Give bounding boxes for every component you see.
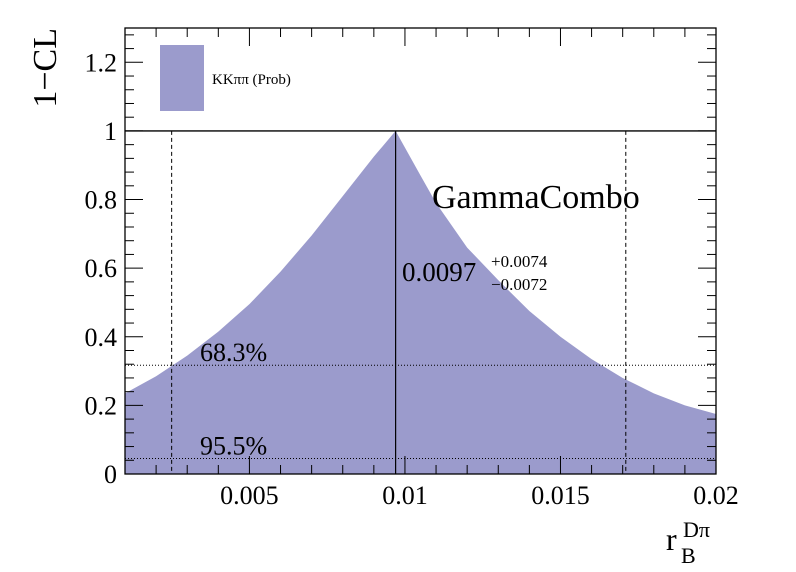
plot-frame xyxy=(124,27,717,475)
legend: KKππ (Prob) xyxy=(160,45,291,111)
y-tick-label: 0.6 xyxy=(85,254,118,283)
x-axis-label: r B Dπ xyxy=(666,517,710,568)
best-fit-plus-error: +0.0074 xyxy=(491,252,548,271)
x-tick-label: 0.005 xyxy=(220,481,279,510)
y-tick-label: 1.2 xyxy=(85,48,118,77)
y-tick-label: 0.2 xyxy=(85,391,118,420)
y-axis-label: 1−CL xyxy=(27,28,64,108)
x-tick-label: 0.01 xyxy=(382,481,428,510)
best-fit-minus-error: −0.0072 xyxy=(491,275,547,294)
x-axis-label-sub: B xyxy=(681,543,696,568)
x-tick-label: 0.02 xyxy=(693,481,739,510)
x-axis-label-sup: Dπ xyxy=(683,517,710,542)
plot-area xyxy=(124,27,717,475)
axis-ticks xyxy=(124,28,717,475)
y-tick-labels: 0 0.2 0.4 0.6 0.8 1 1.2 xyxy=(85,48,118,489)
y-tick-label: 0.4 xyxy=(85,323,118,352)
series-area xyxy=(125,130,716,474)
cl-label-95: 95.5% xyxy=(200,432,267,461)
x-tick-label: 0.015 xyxy=(531,481,590,510)
y-tick-label: 0.8 xyxy=(85,186,118,215)
cl-label-68: 68.3% xyxy=(200,338,267,367)
x-tick-labels: 0.005 0.01 0.015 0.02 xyxy=(220,481,739,510)
best-fit-value: 0.0097 xyxy=(402,257,476,287)
y-tick-label: 0 xyxy=(104,460,117,489)
legend-swatch xyxy=(160,45,204,111)
y-tick-label: 1 xyxy=(104,117,117,146)
x-axis-label-main: r xyxy=(666,521,677,557)
best-fit-annotation: 0.0097 +0.0074 −0.0072 xyxy=(402,252,548,294)
legend-label: KKππ (Prob) xyxy=(212,72,291,88)
gammacombo-label: GammaCombo xyxy=(432,179,640,216)
